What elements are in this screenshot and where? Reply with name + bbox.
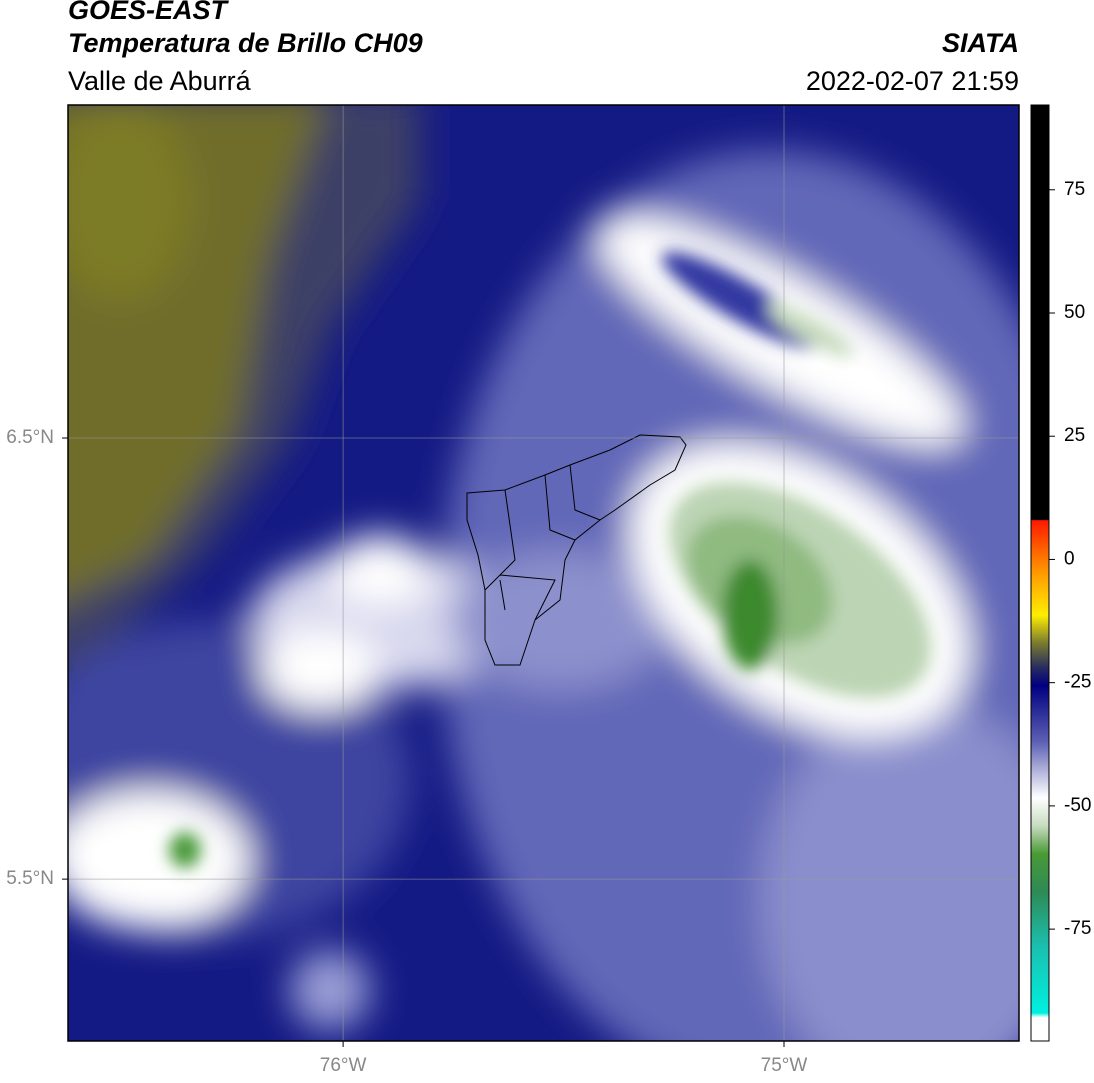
datetime: 2022-02-07 21:59 — [806, 66, 1019, 96]
x-tick-label: 76°W — [320, 1055, 367, 1076]
region: Valle de Aburrá — [68, 66, 252, 96]
y-tick-label: 5.5°N — [6, 868, 54, 889]
colorbar-tick-label: 25 — [1064, 425, 1085, 446]
colorbar-tick-label: -25 — [1064, 672, 1091, 693]
y-tick-label: 6.5°N — [6, 427, 54, 448]
colorbar-tick-label: 0 — [1064, 548, 1075, 569]
colorbar — [1030, 104, 1050, 1042]
subtitle: Temperatura de Brillo CH09 — [68, 28, 423, 58]
colorbar-tick-label: 50 — [1064, 302, 1085, 323]
colorbar-tick-label: 75 — [1064, 179, 1085, 200]
map-frame — [67, 104, 1020, 1042]
satellite-image — [68, 105, 1019, 1041]
title: GOES-EAST — [68, 0, 230, 25]
colorbar-tick-label: -75 — [1064, 918, 1091, 939]
municipal-boundaries — [466, 434, 687, 666]
x-tick-label: 75°W — [761, 1055, 808, 1076]
source: SIATA — [942, 28, 1019, 58]
colorbar-tick-label: -50 — [1064, 795, 1091, 816]
